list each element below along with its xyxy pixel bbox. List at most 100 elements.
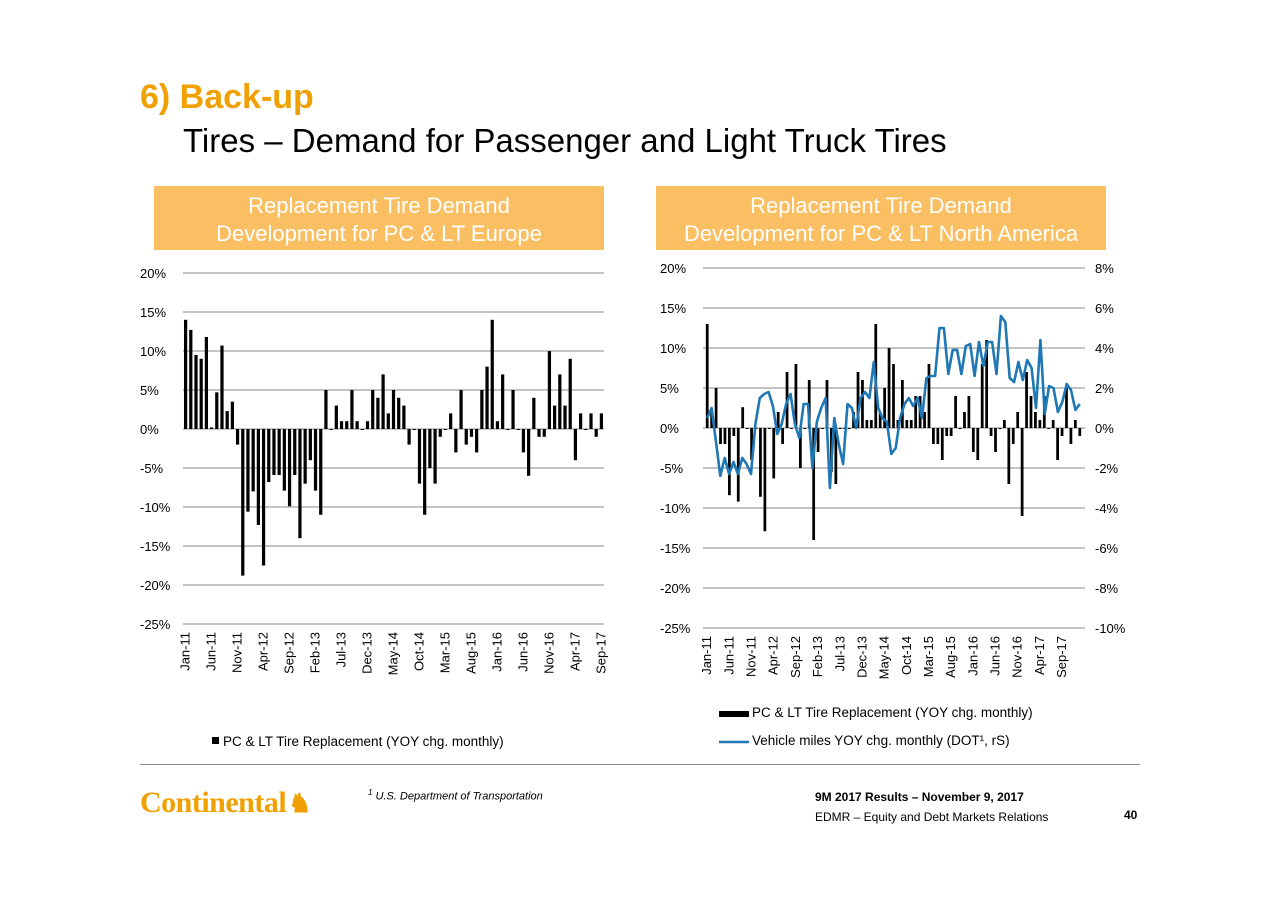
data-bar — [443, 429, 448, 430]
page-number: 40 — [1124, 808, 1138, 822]
data-bar — [856, 372, 860, 428]
data-bar — [989, 428, 993, 436]
data-bar — [584, 429, 588, 430]
data-bar — [241, 429, 245, 576]
x-tick-label: Mar-15 — [921, 636, 936, 677]
continental-logo: Continental♞ — [140, 786, 311, 820]
y2-tick-label: 6% — [1095, 301, 1114, 316]
legend-label: PC & LT Tire Replacement (YOY chg. month… — [752, 705, 1033, 720]
data-bar — [506, 429, 510, 430]
left-chart-header: Replacement Tire Demand Development for … — [154, 186, 604, 250]
x-tick-label: Nov-11 — [230, 632, 245, 673]
legend-label: Vehicle miles YOY chg. monthly (DOT¹, rS… — [752, 733, 1010, 748]
data-bar — [1007, 428, 1011, 484]
data-bar — [542, 429, 546, 437]
data-bar — [319, 429, 323, 515]
data-bar — [710, 412, 714, 428]
legend-bar-swatch — [212, 737, 219, 744]
x-tick-label: Dec-13 — [360, 632, 375, 674]
data-bar — [945, 428, 949, 436]
data-bar — [909, 420, 913, 428]
data-bar — [308, 429, 312, 461]
data-bar — [516, 429, 520, 430]
data-bar — [324, 390, 328, 429]
x-tick-label: Jun-16 — [988, 636, 1003, 676]
data-bar — [381, 374, 385, 429]
data-bar — [376, 397, 380, 429]
y2-tick-label: -4% — [1095, 501, 1119, 516]
data-bar — [781, 428, 784, 444]
data-bar — [940, 428, 944, 460]
data-bar — [199, 358, 203, 429]
data-bar — [838, 428, 842, 429]
data-bar — [464, 429, 468, 445]
data-bar — [1047, 428, 1051, 429]
data-bar — [927, 364, 931, 428]
data-bar — [459, 390, 463, 429]
data-bar — [861, 380, 864, 428]
data-bar — [1078, 428, 1082, 436]
data-bar — [438, 429, 442, 437]
y-tick-label: -25% — [140, 617, 171, 632]
x-tick-label: Jan-11 — [178, 632, 193, 671]
data-bar — [360, 429, 364, 430]
x-tick-label: Nov-16 — [1010, 636, 1025, 678]
data-bar — [449, 413, 453, 429]
data-bar — [339, 421, 344, 429]
data-bar — [402, 405, 406, 429]
x-tick-label: May-14 — [877, 636, 892, 679]
x-tick-label: Dec-13 — [854, 636, 869, 678]
y2-tick-label: 0% — [1095, 421, 1114, 436]
data-bar — [563, 405, 567, 429]
data-bar — [728, 428, 731, 496]
data-bar — [386, 413, 390, 429]
data-bar — [235, 429, 240, 445]
data-bar — [750, 428, 753, 460]
data-bar — [573, 429, 578, 461]
data-bar — [1065, 388, 1068, 428]
x-tick-label: May-14 — [386, 632, 401, 675]
legend-label: PC & LT Tire Replacement (YOY chg. month… — [223, 734, 504, 749]
data-bar — [821, 428, 824, 429]
y-tick-label: 10% — [660, 341, 686, 356]
data-bar — [723, 428, 727, 444]
x-tick-label: Apr-12 — [766, 636, 781, 675]
y2-tick-label: -6% — [1095, 541, 1119, 556]
data-bar — [763, 428, 767, 532]
data-bar — [412, 429, 416, 430]
data-bar — [790, 428, 793, 429]
data-bar — [303, 429, 307, 484]
data-bar — [397, 397, 401, 429]
data-bar — [189, 329, 193, 429]
data-bar — [272, 429, 276, 476]
data-bar — [490, 319, 494, 429]
data-bar — [980, 364, 984, 428]
data-bar — [847, 428, 851, 429]
data-bar — [914, 396, 918, 428]
logo-text: Continental — [140, 786, 287, 819]
x-tick-label: Nov-11 — [744, 636, 759, 677]
x-tick-label: Feb-13 — [810, 636, 825, 677]
data-bar — [745, 428, 749, 429]
data-bar — [594, 429, 598, 437]
y-tick-label: 10% — [140, 344, 166, 359]
data-bar — [293, 429, 297, 476]
data-bar — [511, 390, 515, 429]
data-bar — [1011, 428, 1015, 444]
y2-tick-label: 2% — [1095, 381, 1114, 396]
y-tick-label: 0% — [660, 421, 679, 436]
y-tick-label: -10% — [140, 500, 171, 515]
data-bar — [887, 348, 891, 428]
data-bar — [772, 428, 776, 479]
data-bar — [407, 429, 411, 445]
footer-department: EDMR – Equity and Debt Markets Relations — [815, 810, 1049, 824]
data-bar — [1038, 420, 1042, 428]
data-bar — [365, 421, 370, 429]
y-tick-label: -20% — [660, 581, 691, 596]
x-tick-label: Sep-12 — [788, 636, 803, 678]
data-bar — [1003, 420, 1006, 428]
y2-tick-label: -8% — [1095, 581, 1119, 596]
y-tick-label: 15% — [660, 301, 686, 316]
data-bar — [204, 336, 209, 429]
